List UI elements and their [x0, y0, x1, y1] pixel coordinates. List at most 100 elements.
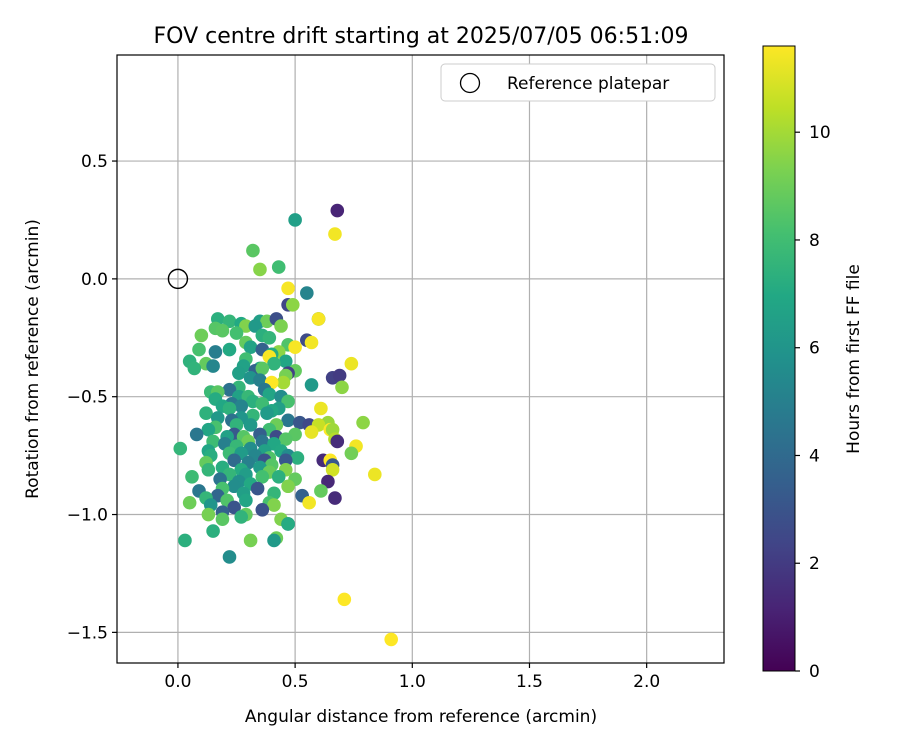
data-point — [344, 356, 359, 371]
x-axis-ticks: 0.0 0.5 1.0 1.5 2.0 — [164, 663, 660, 692]
data-point — [344, 446, 359, 461]
data-point — [330, 434, 345, 449]
data-point — [187, 361, 202, 376]
data-point — [267, 356, 281, 371]
data-point — [229, 326, 244, 340]
y-axis-ticks: 0.5 0.0 −0.5 −1.0 −1.5 — [67, 152, 117, 643]
data-point — [311, 312, 326, 326]
data-point — [335, 380, 349, 395]
data-point — [281, 479, 295, 494]
data-point — [262, 387, 277, 402]
data-point — [208, 345, 223, 359]
data-point — [227, 500, 241, 515]
data-point — [325, 462, 340, 477]
data-point — [281, 413, 295, 428]
data-point — [222, 382, 237, 397]
data-point — [222, 401, 237, 416]
colorbar-ticks: 0 2 4 6 8 10 — [795, 123, 831, 682]
data-point — [278, 453, 293, 468]
data-point — [255, 361, 270, 376]
reference-marker-group — [167, 268, 189, 290]
data-point — [243, 533, 258, 548]
data-point — [267, 498, 281, 512]
data-point — [243, 418, 258, 432]
y-tick-label: 0.5 — [81, 152, 108, 172]
data-point — [288, 213, 302, 227]
data-point — [222, 342, 237, 357]
data-point — [271, 470, 286, 484]
data-point — [314, 401, 328, 416]
plot-frame — [116, 54, 725, 664]
data-point — [185, 470, 199, 484]
data-point — [173, 441, 188, 456]
chart-title: FOV centre drift starting at 2025/07/05 … — [154, 24, 689, 49]
x-axis-label: Angular distance from reference (arcmin) — [245, 707, 597, 727]
data-point — [255, 503, 270, 517]
data-points — [173, 203, 399, 647]
data-point — [206, 359, 220, 373]
data-point — [215, 512, 230, 527]
data-point — [281, 517, 295, 531]
colorbar-label: Hours from first FF file — [844, 264, 864, 454]
data-point — [285, 297, 300, 312]
colorbar-tick-label: 8 — [809, 231, 820, 251]
data-point — [215, 323, 230, 338]
data-point — [274, 319, 288, 333]
data-point — [367, 467, 382, 482]
data-point — [201, 462, 216, 477]
data-point — [248, 319, 263, 333]
data-point — [192, 342, 206, 357]
reference-platepar-marker — [167, 268, 189, 290]
data-point — [260, 406, 274, 421]
data-point — [201, 507, 216, 522]
data-point — [278, 432, 293, 446]
data-point — [278, 354, 293, 369]
x-tick-label: 0.0 — [164, 672, 191, 692]
data-point — [239, 319, 253, 333]
plot-area: 0.0 0.5 1.0 1.5 2.0 0.5 0.0 −0.5 −1.0 −1.5 — [67, 54, 725, 692]
data-point — [290, 451, 305, 465]
data-point — [246, 243, 260, 258]
colorbar: 0 2 4 6 8 10 Hours from first FF file — [762, 45, 864, 682]
y-tick-label: −0.5 — [67, 388, 108, 408]
data-point — [194, 328, 209, 343]
data-point — [304, 335, 319, 350]
data-point — [201, 422, 216, 437]
data-point — [199, 406, 213, 421]
y-axis-label: Rotation from reference (arcmin) — [23, 219, 43, 499]
data-point — [328, 227, 342, 241]
data-point — [300, 286, 314, 300]
data-point — [314, 484, 328, 498]
data-point — [384, 632, 399, 647]
data-point — [232, 366, 246, 380]
data-point — [304, 425, 319, 439]
data-point — [189, 427, 204, 442]
data-point — [281, 281, 295, 296]
x-tick-label: 1.0 — [399, 672, 426, 692]
data-point — [328, 491, 342, 505]
data-point — [304, 378, 319, 392]
colorbar-tick-label: 6 — [809, 339, 820, 359]
x-tick-label: 2.0 — [633, 672, 660, 692]
data-point — [227, 479, 241, 494]
y-tick-label: −1.0 — [67, 506, 108, 526]
data-point — [234, 399, 249, 413]
data-point — [262, 330, 277, 345]
legend-box — [440, 63, 716, 102]
legend-label-reference: Reference platepar — [507, 74, 669, 94]
colorbar-tick-label: 2 — [809, 554, 820, 574]
plot-background — [117, 55, 724, 663]
data-point — [271, 260, 286, 274]
data-point — [267, 533, 281, 548]
y-tick-label: 0.0 — [81, 270, 108, 290]
legend-reference-marker — [459, 72, 481, 94]
colorbar-tick-label: 10 — [809, 123, 831, 143]
colorbar-gradient — [762, 45, 796, 672]
data-point — [253, 262, 267, 277]
data-point — [243, 340, 258, 355]
x-tick-label: 1.5 — [516, 672, 543, 692]
data-point — [302, 495, 316, 510]
data-point — [356, 415, 370, 430]
data-point — [182, 495, 197, 510]
